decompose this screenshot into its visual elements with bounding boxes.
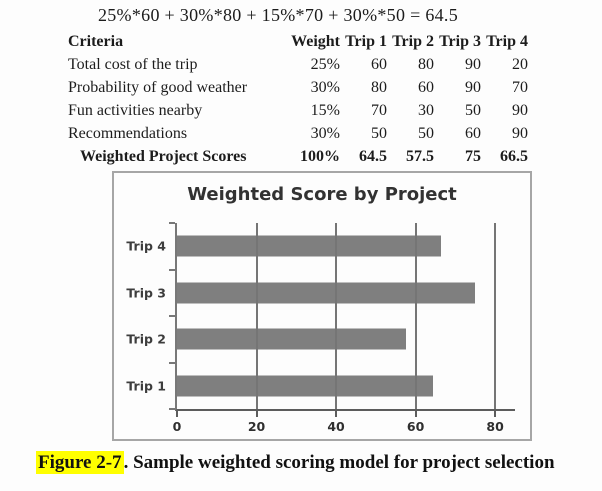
cell-trip-2-score: 50 <box>418 125 434 142</box>
bar-trip-2 <box>177 328 406 350</box>
x-axis-label-40: 40 <box>327 419 345 434</box>
cell-weight: 25% <box>310 56 340 73</box>
table-row: Recommendations 30% 50 50 60 90 <box>68 122 528 145</box>
category-label-trip-2: Trip 2 <box>126 331 166 347</box>
header-trip-2: Trip 2 <box>392 33 434 50</box>
cell-criteria: Probability of good weather <box>68 79 248 96</box>
x-axis-tick-20 <box>255 411 258 417</box>
bar-trip-1 <box>177 375 434 397</box>
cell-trip-3-score: 60 <box>465 125 481 142</box>
cell-trip-2-score: 57.5 <box>406 148 434 165</box>
cell-trip-2-score: 80 <box>418 56 434 73</box>
gridline-x-40 <box>335 223 338 409</box>
cell-trip-4-score: 20 <box>512 56 528 73</box>
y-axis-tick <box>169 268 175 271</box>
figure-label-highlight: Figure 2-7 <box>36 451 124 474</box>
chart-title: Weighted Score by Project <box>187 184 457 205</box>
cell-trip-4-score: 66.5 <box>500 148 528 165</box>
cell-weight: 30% <box>310 79 340 96</box>
cell-trip-4-score: 90 <box>512 125 528 142</box>
table-header-row: Criteria Weight Trip 1 Trip 2 Trip 3 Tri… <box>68 30 528 53</box>
cell-trip-1-score: 64.5 <box>359 148 387 165</box>
gridline-x-20 <box>255 223 258 409</box>
cell-criteria: Recommendations <box>68 125 188 142</box>
category-label-trip-1: Trip 1 <box>126 378 166 394</box>
cell-trip-3-score: 90 <box>465 79 481 96</box>
cell-weight: 15% <box>310 102 340 119</box>
y-axis-tick <box>169 408 175 410</box>
x-axis-tick-80 <box>494 411 497 417</box>
bar-trip-4 <box>177 235 442 257</box>
category-label-trip-4: Trip 4 <box>126 238 166 254</box>
x-axis-label-80: 80 <box>486 419 504 434</box>
table-body: Total cost of the trip 25% 60 80 90 20 Probabi… <box>68 53 528 168</box>
cell-trip-4-score: 70 <box>512 79 528 96</box>
header-trip-3: Trip 3 <box>439 33 481 50</box>
cell-trip-2-score: 60 <box>418 79 434 96</box>
cell-trip-2-score: 30 <box>418 102 434 119</box>
y-axis-tick <box>169 315 175 317</box>
header-trip-4: Trip 4 <box>486 33 528 50</box>
figure-caption-text: . Sample weighted scoring model for proj… <box>123 452 555 473</box>
x-axis-label-20: 20 <box>247 419 266 434</box>
y-axis-tick <box>169 222 175 224</box>
gridline-x-80 <box>494 223 497 409</box>
header-weight: Weight <box>291 33 340 50</box>
x-axis-label-0: 0 <box>172 419 182 434</box>
category-label-trip-3: Trip 3 <box>126 285 166 301</box>
table-row: Fun activities nearby 15% 70 30 50 90 <box>68 99 528 122</box>
cell-trip-3-score: 90 <box>465 56 481 73</box>
table-row: Total cost of the trip 25% 60 80 90 20 <box>68 53 528 76</box>
cell-criteria: Fun activities nearby <box>68 102 203 119</box>
cell-trip-1-score: 60 <box>371 56 387 73</box>
cell-trip-3-score: 50 <box>465 102 481 119</box>
weighted-score-formula: 25%*60 + 30%*80 + 15%*70 + 30%*50 = 64.5 <box>97 5 459 25</box>
y-axis-tick <box>169 361 175 364</box>
header-trip-1: Trip 1 <box>345 33 387 50</box>
x-axis-tick-40 <box>335 411 338 417</box>
cell-trip-4-score: 90 <box>512 102 528 119</box>
table-row: Weighted Project Scores 100% 64.5 57.5 75 66.… <box>68 145 528 168</box>
table-row: Probability of good weather 30% 80 60 90 70 <box>68 76 528 99</box>
cell-criteria: Weighted Project Scores <box>80 148 247 165</box>
cell-weight: 30% <box>310 125 340 142</box>
weighted-scoring-table: Criteria Weight Trip 1 Trip 2 Trip 3 Tri… <box>68 30 528 168</box>
plot-area: 0 20 40 60 80 Trip 4 Trip 3 Trip 2 Trip 1 <box>126 222 515 434</box>
header-criteria: Criteria <box>68 33 124 50</box>
cell-trip-1-score: 80 <box>371 79 387 96</box>
cell-trip-3-score: 75 <box>465 148 481 165</box>
cell-weight: 100% <box>300 148 340 165</box>
cell-trip-1-score: 70 <box>371 102 387 119</box>
bar-trip-3 <box>177 282 476 304</box>
cell-trip-1-score: 50 <box>371 125 387 142</box>
bar-chart: Weighted Score by Project 0 20 40 60 80 Trip … <box>112 171 532 441</box>
x-axis-label-60: 60 <box>406 419 425 434</box>
gridline-x-60 <box>414 223 417 409</box>
figure-caption: Figure 2-7. Sample weighted scoring mode… <box>36 451 555 474</box>
cell-criteria: Total cost of the trip <box>68 56 198 73</box>
x-axis-tick-0 <box>176 411 178 417</box>
x-axis-tick-60 <box>414 411 417 417</box>
